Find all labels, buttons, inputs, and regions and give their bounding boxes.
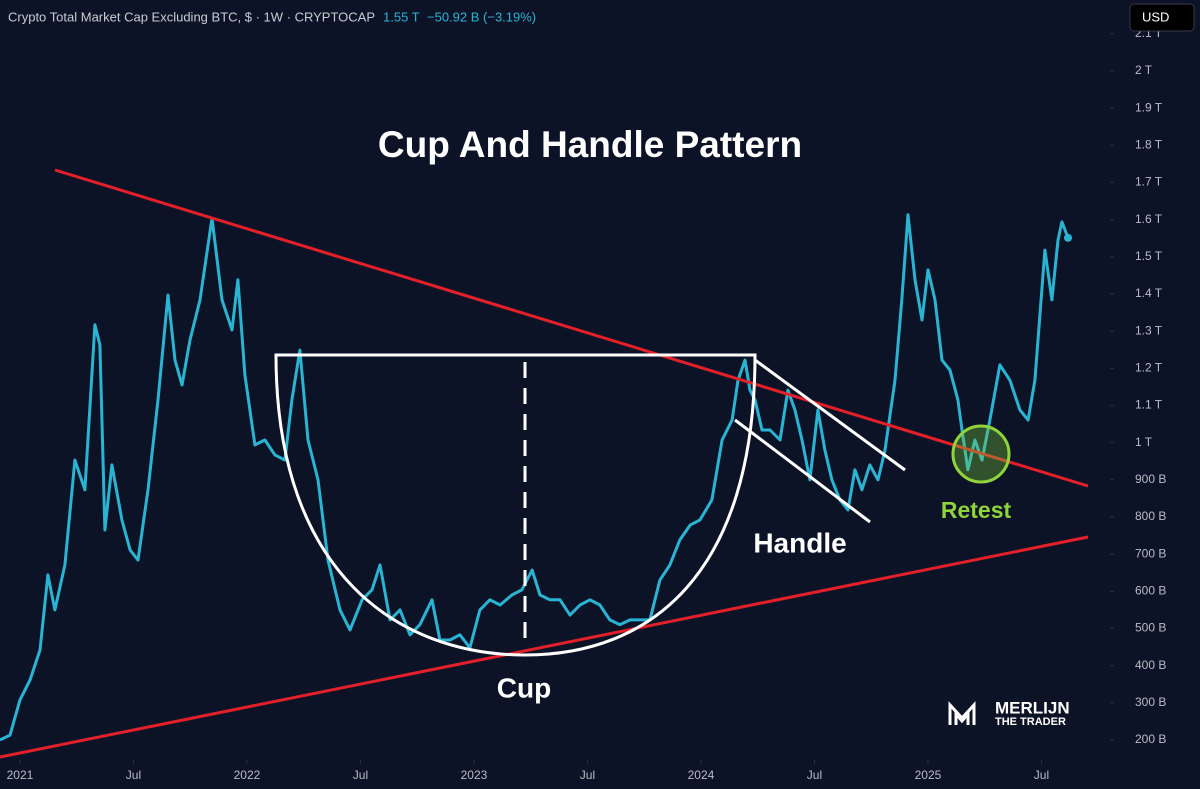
- y-tick-label: 1.2 T: [1135, 360, 1163, 374]
- handle-upper-line: [754, 358, 906, 472]
- resistance-trendline: [54, 168, 1089, 488]
- y-tick-label: 1.8 T: [1135, 137, 1163, 151]
- y-tick-label: 1.3 T: [1135, 323, 1163, 337]
- last-price-dot: [1064, 233, 1073, 242]
- handle-label: Handle: [753, 527, 846, 558]
- x-tick-label: Jul: [807, 768, 822, 782]
- cup-outline: [274, 353, 757, 657]
- logo-name: MERLIJN: [995, 698, 1070, 717]
- y-tick-label: 1.5 T: [1135, 249, 1163, 263]
- support-trendline: [0, 535, 1089, 759]
- y-tick-label: 1.7 T: [1135, 175, 1163, 189]
- x-tick-label: 2023: [461, 768, 488, 782]
- plot-area: 200 B 300 B 400 B 500 B 600 B 700 B 800 B 900 B…: [0, 26, 1166, 782]
- y-tick-label: 600 B: [1135, 583, 1166, 597]
- logo-tagline: THE TRADER: [995, 716, 1066, 728]
- x-tick-label: Jul: [353, 768, 368, 782]
- y-tick-label: 1.6 T: [1135, 212, 1163, 226]
- x-tick-label: 2025: [915, 768, 942, 782]
- y-tick-label: 200 B: [1135, 732, 1166, 746]
- price-line: [0, 213, 1070, 742]
- price-change: −50.92 B (−3.19%): [427, 9, 536, 24]
- retest-circle: [951, 424, 1011, 484]
- y-tick-label: 900 B: [1135, 472, 1166, 486]
- last-price: 1.55 T: [383, 9, 420, 24]
- symbol-title: Crypto Total Market Cap Excluding BTC, $…: [8, 9, 375, 24]
- x-tick-label: Jul: [1034, 768, 1049, 782]
- handle-lower-line: [734, 418, 871, 524]
- x-tick-label: Jul: [580, 768, 595, 782]
- y-tick-label: 1 T: [1135, 435, 1153, 449]
- x-tick-label: 2024: [688, 768, 715, 782]
- y-tick-label: 1.4 T: [1135, 286, 1163, 300]
- logo: MERLIJN THE TRADER: [948, 698, 1070, 728]
- cup-label: Cup: [497, 672, 551, 703]
- y-tick-label: 800 B: [1135, 509, 1166, 523]
- x-tick-label: 2022: [234, 768, 261, 782]
- x-tick-label: Jul: [126, 768, 141, 782]
- currency-button[interactable]: [1129, 3, 1195, 32]
- y-tick-label: 500 B: [1135, 621, 1166, 635]
- x-tick-label: 2021: [7, 768, 34, 782]
- y-tick-label: 700 B: [1135, 546, 1166, 560]
- retest-label: Retest: [941, 497, 1012, 523]
- y-tick-label: 300 B: [1135, 695, 1166, 709]
- logo-icon: [948, 701, 976, 725]
- chart-title: Cup And Handle Pattern: [378, 124, 802, 165]
- currency-label[interactable]: USD: [1142, 9, 1169, 24]
- y-tick-label: 1.9 T: [1135, 100, 1163, 114]
- y-tick-label: 2 T: [1135, 63, 1153, 77]
- y-tick-label: 1.1 T: [1135, 398, 1163, 412]
- y-tick-label: 400 B: [1135, 658, 1166, 672]
